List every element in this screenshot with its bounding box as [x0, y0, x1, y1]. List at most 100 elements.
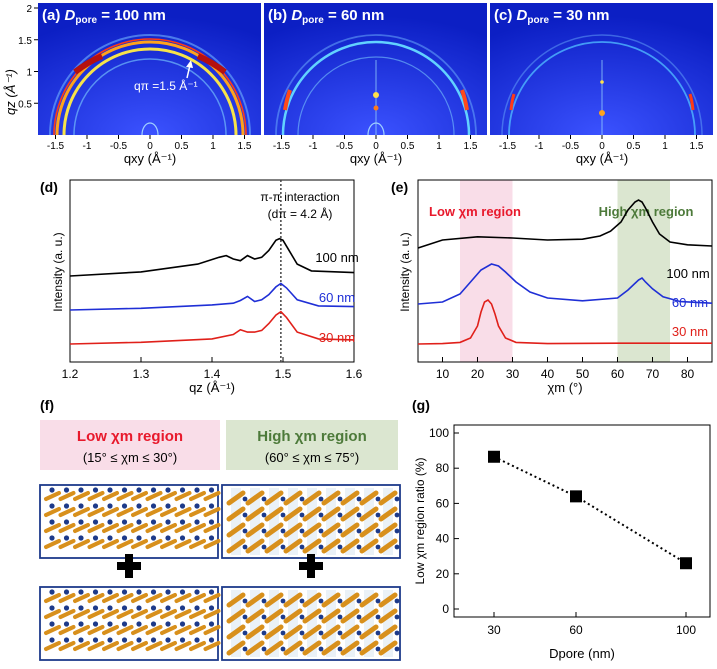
backbone-segment [58, 523, 76, 533]
backbone-segment [321, 538, 341, 554]
backbone-segment [189, 641, 206, 651]
side-chain [150, 605, 157, 611]
series-label: 60 nm [672, 295, 708, 310]
backbone-segment [283, 592, 303, 608]
q-pi-arrowhead [186, 60, 193, 68]
backbone-segment [160, 491, 177, 501]
backbone-segment [302, 624, 322, 640]
backbone-segment [44, 523, 61, 533]
side-chain [194, 535, 200, 541]
series-line-60nm [69, 282, 355, 311]
backbone-segment [359, 624, 379, 640]
backbone-segment [264, 522, 284, 538]
side-chain [136, 519, 142, 525]
side-chain [394, 630, 400, 636]
backbone-segment [321, 592, 341, 608]
side-chain [242, 512, 248, 518]
side-chain [375, 614, 381, 620]
side-chain [107, 637, 113, 643]
side-chain [63, 589, 70, 595]
backbone-segment [87, 523, 105, 533]
backbone-segment [73, 593, 90, 603]
data-point [680, 557, 692, 570]
side-chain [375, 528, 381, 534]
backbone-segment [203, 507, 221, 517]
top-xtick-label: 0 [373, 141, 379, 152]
side-chain [356, 512, 362, 518]
backbone-segment [340, 490, 360, 506]
backbone-segment [174, 641, 192, 651]
side-chain [280, 614, 286, 620]
backbone-segment [340, 592, 360, 608]
backbone-segment [189, 507, 206, 517]
backbone-segment [340, 624, 360, 640]
backbone-segment [174, 523, 192, 533]
backbone-segment [203, 609, 221, 619]
side-chain [194, 519, 200, 525]
ytick-label: 0 [442, 602, 449, 616]
backbone-segment [102, 625, 119, 635]
backbone-segment [160, 593, 177, 603]
ratio-trend-line [493, 455, 687, 565]
backbone-segment [87, 609, 105, 619]
side-chain [49, 637, 55, 643]
backbone-segment [340, 538, 360, 554]
backbone-segment [340, 522, 360, 538]
backbone-segment [73, 507, 90, 517]
backbone-segment [145, 609, 163, 619]
backbone-segment [145, 491, 163, 501]
side-chain [394, 512, 400, 518]
backbone-segment [264, 640, 284, 656]
side-chain [299, 646, 305, 652]
side-chain [92, 519, 99, 525]
top-xtick-label: 1 [210, 141, 216, 152]
side-chain [280, 544, 286, 550]
stack-column [269, 590, 279, 657]
low-packing-bottom [39, 586, 219, 661]
backbone-segment [131, 641, 148, 651]
backbone-segment [174, 507, 192, 517]
backbone-segment [58, 641, 76, 651]
side-chain [318, 544, 324, 550]
side-chain [356, 496, 362, 502]
top-ytick-label: 0.5 [18, 99, 32, 110]
side-chain [121, 621, 128, 627]
side-chain [92, 621, 99, 627]
backbone-segment [174, 491, 192, 501]
xtick-label: 100 [676, 623, 696, 637]
backbone-segment [145, 593, 163, 603]
backbone-segment [145, 641, 163, 651]
side-chain [78, 503, 84, 509]
top-xtick-label: -1 [535, 141, 544, 152]
side-chain [208, 503, 215, 509]
top-xtick-label: -0.5 [110, 141, 128, 152]
side-chain [78, 605, 84, 611]
side-chain [136, 503, 142, 509]
series-line-30nm [69, 310, 355, 345]
side-chain [194, 487, 200, 493]
backbone-segment [44, 609, 61, 619]
backbone-segment [378, 490, 398, 506]
side-chain [375, 496, 381, 502]
side-chain [165, 519, 171, 525]
backbone-segment [160, 609, 177, 619]
backbone-segment [359, 490, 379, 506]
ytick-label: 80 [436, 461, 450, 475]
side-chain [107, 589, 113, 595]
side-chain [179, 605, 186, 611]
side-chain [179, 535, 186, 541]
side-chain [63, 503, 70, 509]
backbone-segment [87, 539, 105, 549]
q-pi-annotation: qπ =1.5 Å⁻¹ [134, 78, 198, 93]
side-chain [337, 646, 343, 652]
backbone-segment [160, 641, 177, 651]
side-chain [337, 614, 343, 620]
side-chain [337, 496, 343, 502]
side-chain [121, 589, 128, 595]
backbone-segment [378, 538, 398, 554]
side-chain [318, 528, 324, 534]
side-chain [242, 630, 248, 636]
top-xtick-label: 0 [147, 141, 153, 152]
top-xtick-label: -1 [309, 141, 318, 152]
pi-pi-annotation-line2: (dπ = 4.2 Å) [268, 206, 333, 221]
